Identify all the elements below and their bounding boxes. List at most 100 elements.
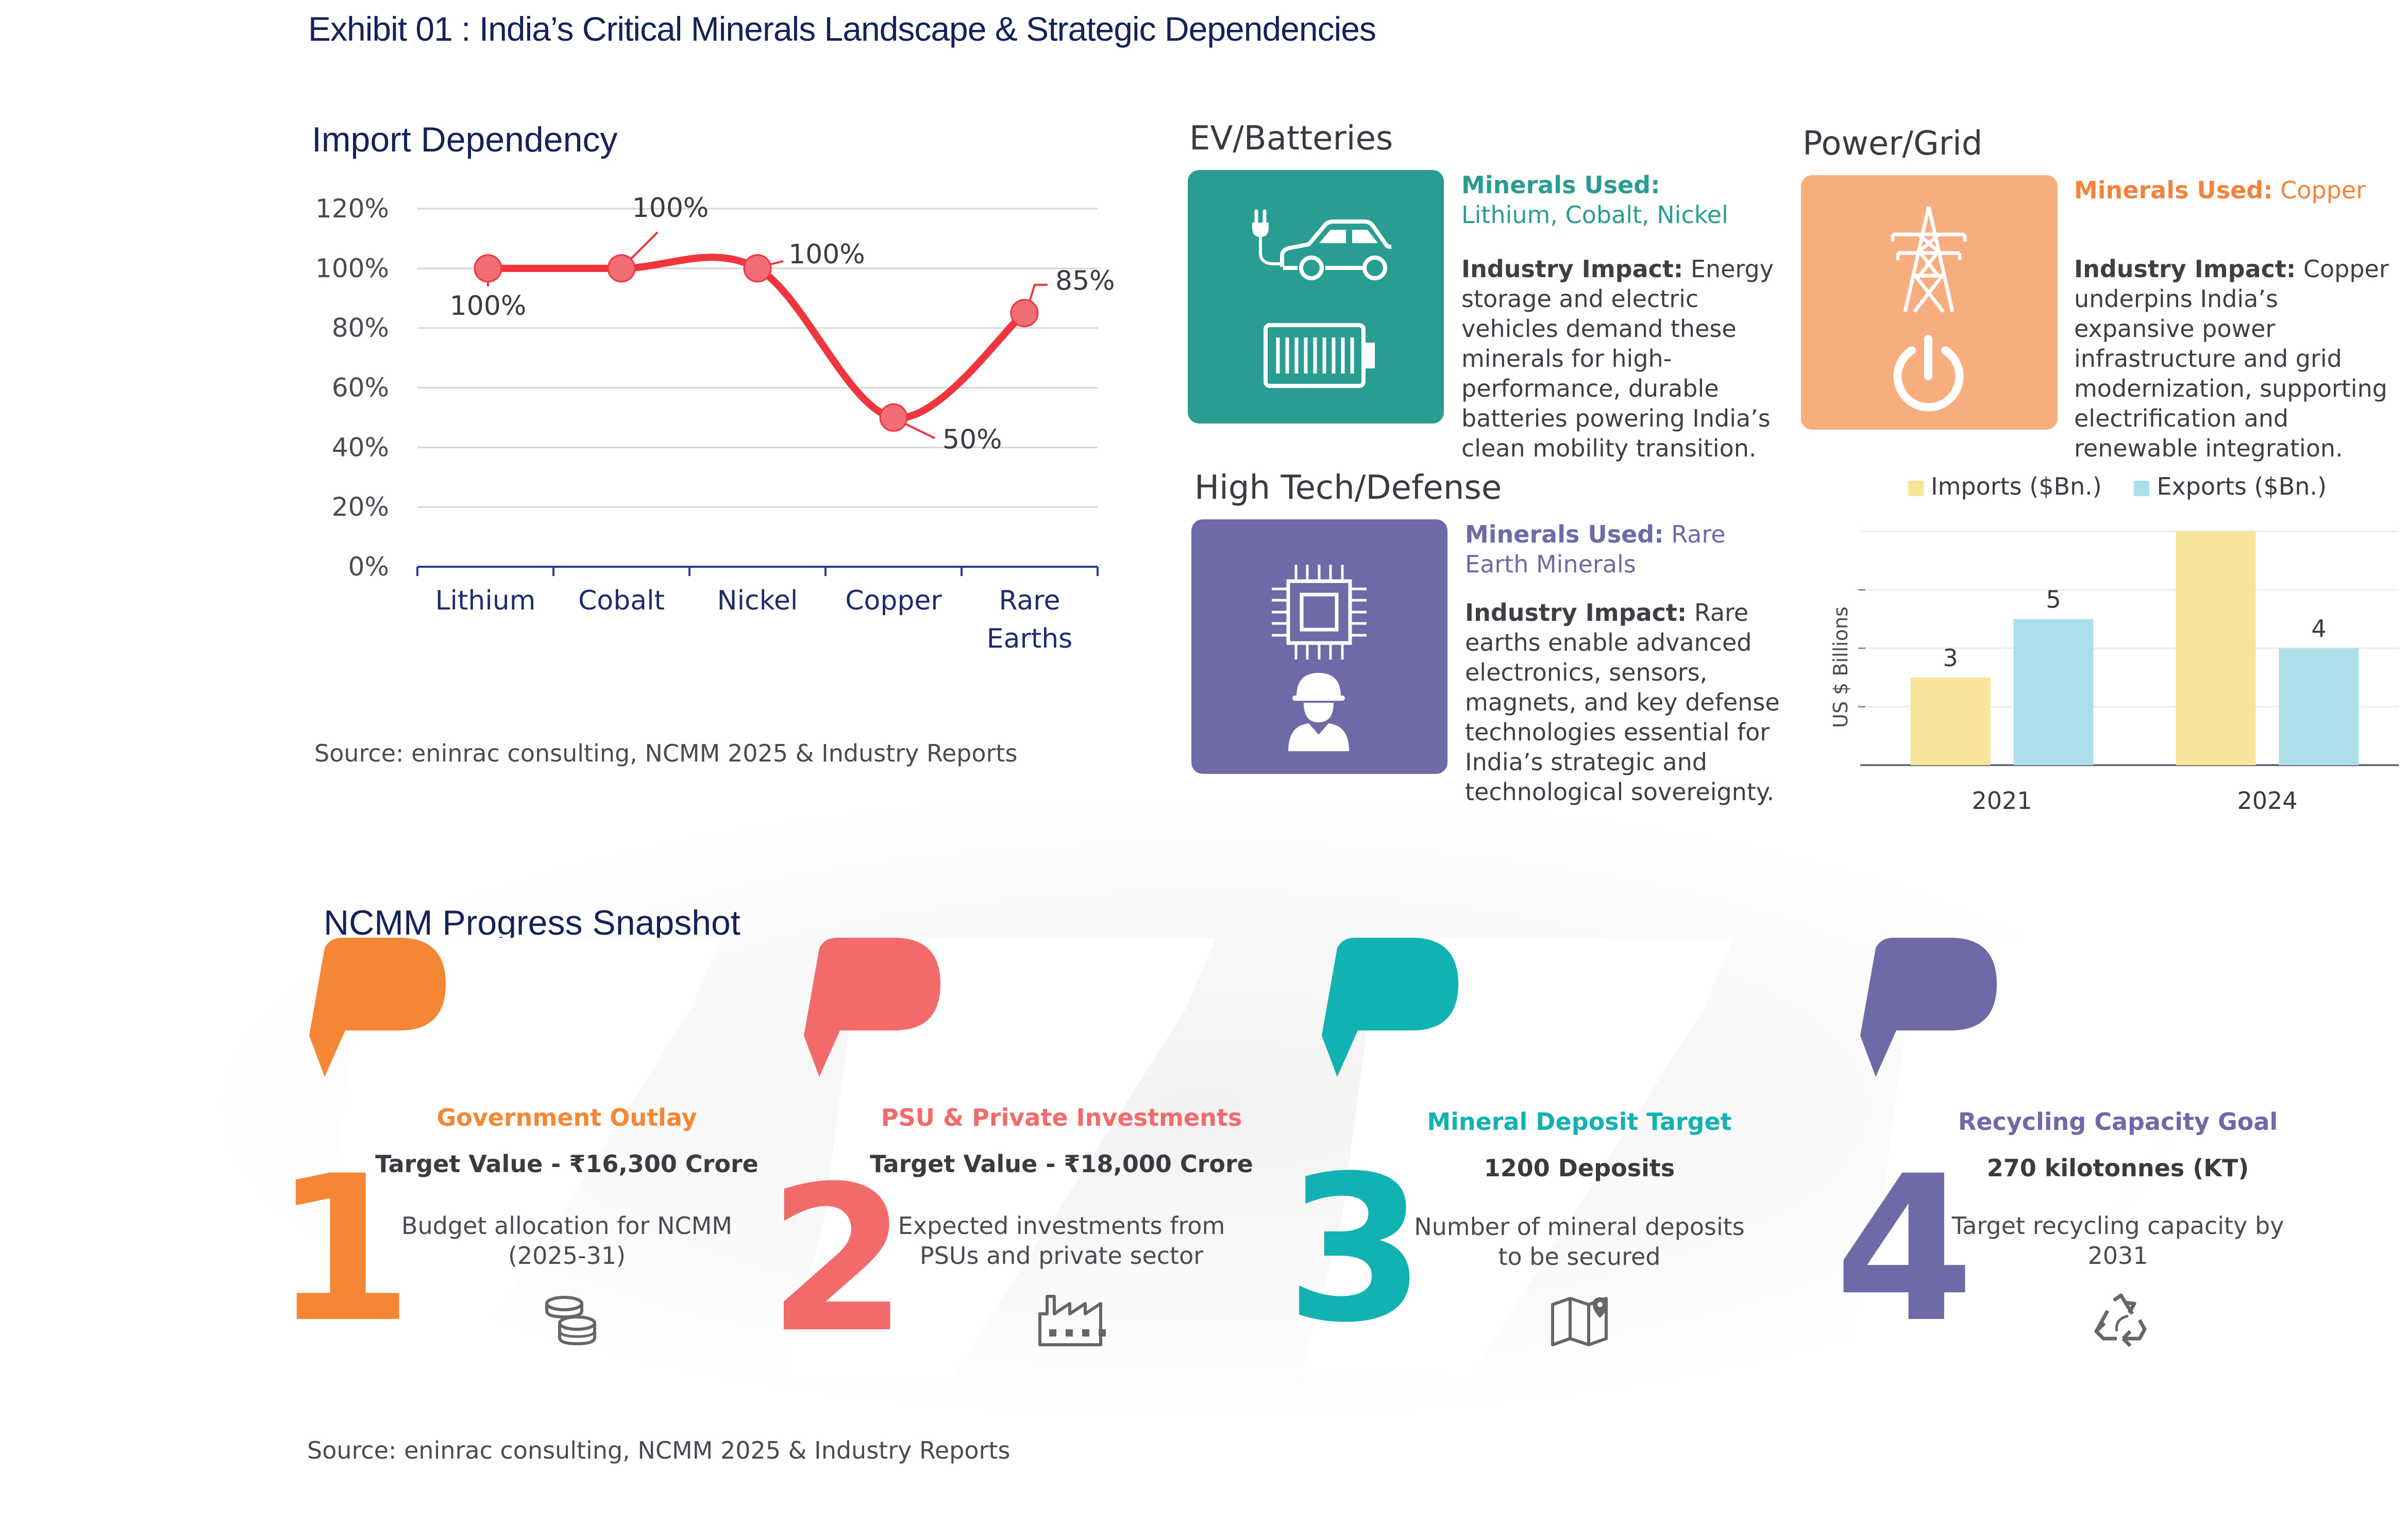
exhibit-title: Exhibit 01 : India’s Critical Minerals L… [308, 10, 1376, 48]
y-tick-label: 0% [348, 552, 389, 582]
bar-imports [1910, 677, 1991, 765]
y-tick-label: 80% [332, 313, 389, 343]
ribbon-shape [1322, 938, 1458, 1077]
x-tick-label: Copper [845, 585, 942, 616]
snapshot-description: Number of mineral deposits to be secured [1414, 1213, 1745, 1271]
x-tick-label: Nickel [717, 585, 798, 616]
snapshot-title: NCMM Progress Snapshot [324, 903, 740, 942]
ribbon-shape [309, 938, 446, 1077]
snapshot-value: Target Value - ₹16,300 Crore [375, 1150, 759, 1178]
data-label: 100% [788, 239, 865, 270]
snapshot-card-shape: 4 [1834, 938, 2272, 1376]
data-point [1010, 299, 1039, 328]
y-tick-label: 100% [315, 253, 389, 283]
ev-batteries-card [1188, 170, 1444, 424]
snapshot-card-shape: 1 [273, 938, 721, 1376]
power-button-icon [1893, 335, 1964, 412]
snapshot-card-2: 2 PSU & Private Investments Target Value -… [763, 938, 1278, 1376]
legend-item-imports: Imports ($Bn.) [1908, 472, 2102, 500]
import-dependency-source: Source: eninrac consulting, NCMM 2025 & … [314, 739, 1018, 767]
x-tick-label: Rare Earths [987, 585, 1073, 654]
snapshot-value: 270 kilotonnes (KT) [1986, 1154, 2249, 1182]
bar-value-label: 3 [1943, 644, 1958, 672]
data-label: 100% [450, 291, 527, 322]
factory-icon [1038, 1295, 1106, 1346]
snapshot-card-3: 3 Mineral Deposit Target 1200 Deposits Numb… [1281, 938, 1796, 1376]
bar-legend: Imports ($Bn.) Exports ($Bn.) [1908, 472, 2327, 500]
high-tech-minerals: Minerals Used: Rare Earth Minerals [1465, 520, 1726, 578]
step-number: 3 [1286, 1132, 1425, 1366]
x-tick-label: 2024 [2237, 787, 2297, 815]
microchip-icon [1272, 565, 1367, 659]
bar-value-label: 4 [2311, 615, 2326, 642]
ev-batteries-title: EV/Batteries [1189, 120, 1393, 158]
card-panel [1840, 938, 2272, 1376]
snapshot-heading: Government Outlay [436, 1104, 697, 1131]
power-grid-title: Power/Grid [1803, 125, 1983, 163]
bar-imports [2176, 531, 2256, 765]
snapshot-card-shape: 2 [768, 938, 1216, 1376]
import-dependency-title: Import Dependency [312, 120, 618, 159]
data-label: 85% [1055, 266, 1115, 297]
snapshot-description: Budget allocation for NCMM (2025-31) [401, 1212, 732, 1270]
y-tick-label: 40% [332, 432, 389, 462]
import-dependency-chart: 0% 20% 40% 60% 80% 100% 120% Lithium Cobalt Nicke… [315, 193, 1115, 654]
snapshot-card-shape: 3 [1286, 938, 1734, 1376]
imports-legend-label: Imports ($Bn.) [1931, 472, 2102, 500]
snapshot-heading: Recycling Capacity Goal [1958, 1108, 2278, 1136]
step-number: 2 [768, 1143, 907, 1376]
step-number: 1 [273, 1132, 413, 1366]
electric-car-icon [1252, 209, 1391, 280]
card-panel [289, 938, 721, 1376]
legend-item-exports: Exports ($Bn.) [2134, 472, 2327, 500]
trade-bar-chart: US $ Billions 2021 3 5 2024 8 4 [1829, 520, 2399, 815]
data-label: 50% [942, 424, 1002, 455]
high-tech-card [1191, 519, 1447, 774]
high-tech-defense-title: High Tech/Defense [1194, 469, 1502, 507]
bar-value-label: 5 [2046, 585, 2061, 613]
snapshot-value: 1200 Deposits [1484, 1154, 1675, 1182]
coins-icon [545, 1296, 596, 1346]
ev-impact: Industry Impact: Energy storage and elec… [1461, 255, 1774, 462]
data-label: 100% [632, 193, 709, 224]
ribbon-shape [1860, 938, 1997, 1077]
x-tick-label: Lithium [435, 585, 536, 616]
power-tower-icon [1891, 206, 1967, 313]
y-axis-label: US $ Billions [1829, 606, 1852, 728]
series-line [484, 253, 1028, 422]
snapshot-description: Expected investments from PSUs and priva… [898, 1212, 1225, 1270]
bar-exports [2013, 619, 2094, 765]
snapshot-value: Target Value - ₹18,000 Crore [870, 1150, 1253, 1178]
data-point [743, 254, 772, 283]
map-icon [1551, 1297, 1608, 1346]
power-minerals: Minerals Used: Copper [2074, 176, 2366, 204]
ev-minerals: Minerals Used: Lithium, Cobalt, Nickel [1461, 171, 1728, 229]
ribbon-shape [804, 938, 940, 1077]
power-grid-card [1801, 175, 2058, 430]
snapshot-card-4: 4 Recycling Capacity Goal 270 kilotonnes (… [1819, 938, 2334, 1376]
step-number: 4 [1834, 1132, 1974, 1366]
power-impact: Industry Impact: Copper underpins India’… [2074, 255, 2389, 462]
data-point [879, 403, 908, 432]
exports-swatch [2134, 481, 2150, 496]
y-tick-label: 120% [315, 194, 389, 224]
data-point [607, 254, 636, 283]
y-tick-label: 60% [332, 373, 389, 403]
x-tick-label: 2021 [1972, 787, 2032, 815]
card-panel [1301, 938, 1734, 1376]
card-panel [783, 938, 1216, 1376]
bar-exports [2279, 648, 2359, 765]
exports-legend-label: Exports ($Bn.) [2157, 472, 2327, 500]
imports-swatch [1908, 481, 1924, 496]
y-tick-label: 20% [332, 492, 389, 522]
snapshot-description: Target recycling capacity by 2031 [1951, 1212, 2284, 1270]
data-point [474, 254, 502, 283]
bar-value-label: 8 [2208, 520, 2223, 526]
soldier-icon [1288, 673, 1349, 751]
snapshot-heading: PSU & Private Investments [881, 1104, 1242, 1131]
snapshot-source: Source: eninrac consulting, NCMM 2025 & … [307, 1436, 1011, 1464]
recycle-icon [2094, 1293, 2147, 1347]
snapshot-heading: Mineral Deposit Target [1427, 1108, 1732, 1136]
snapshot-card-1: 1 Government Outlay Target Value - ₹16,300… [268, 938, 783, 1376]
x-tick-label: Cobalt [578, 585, 665, 616]
